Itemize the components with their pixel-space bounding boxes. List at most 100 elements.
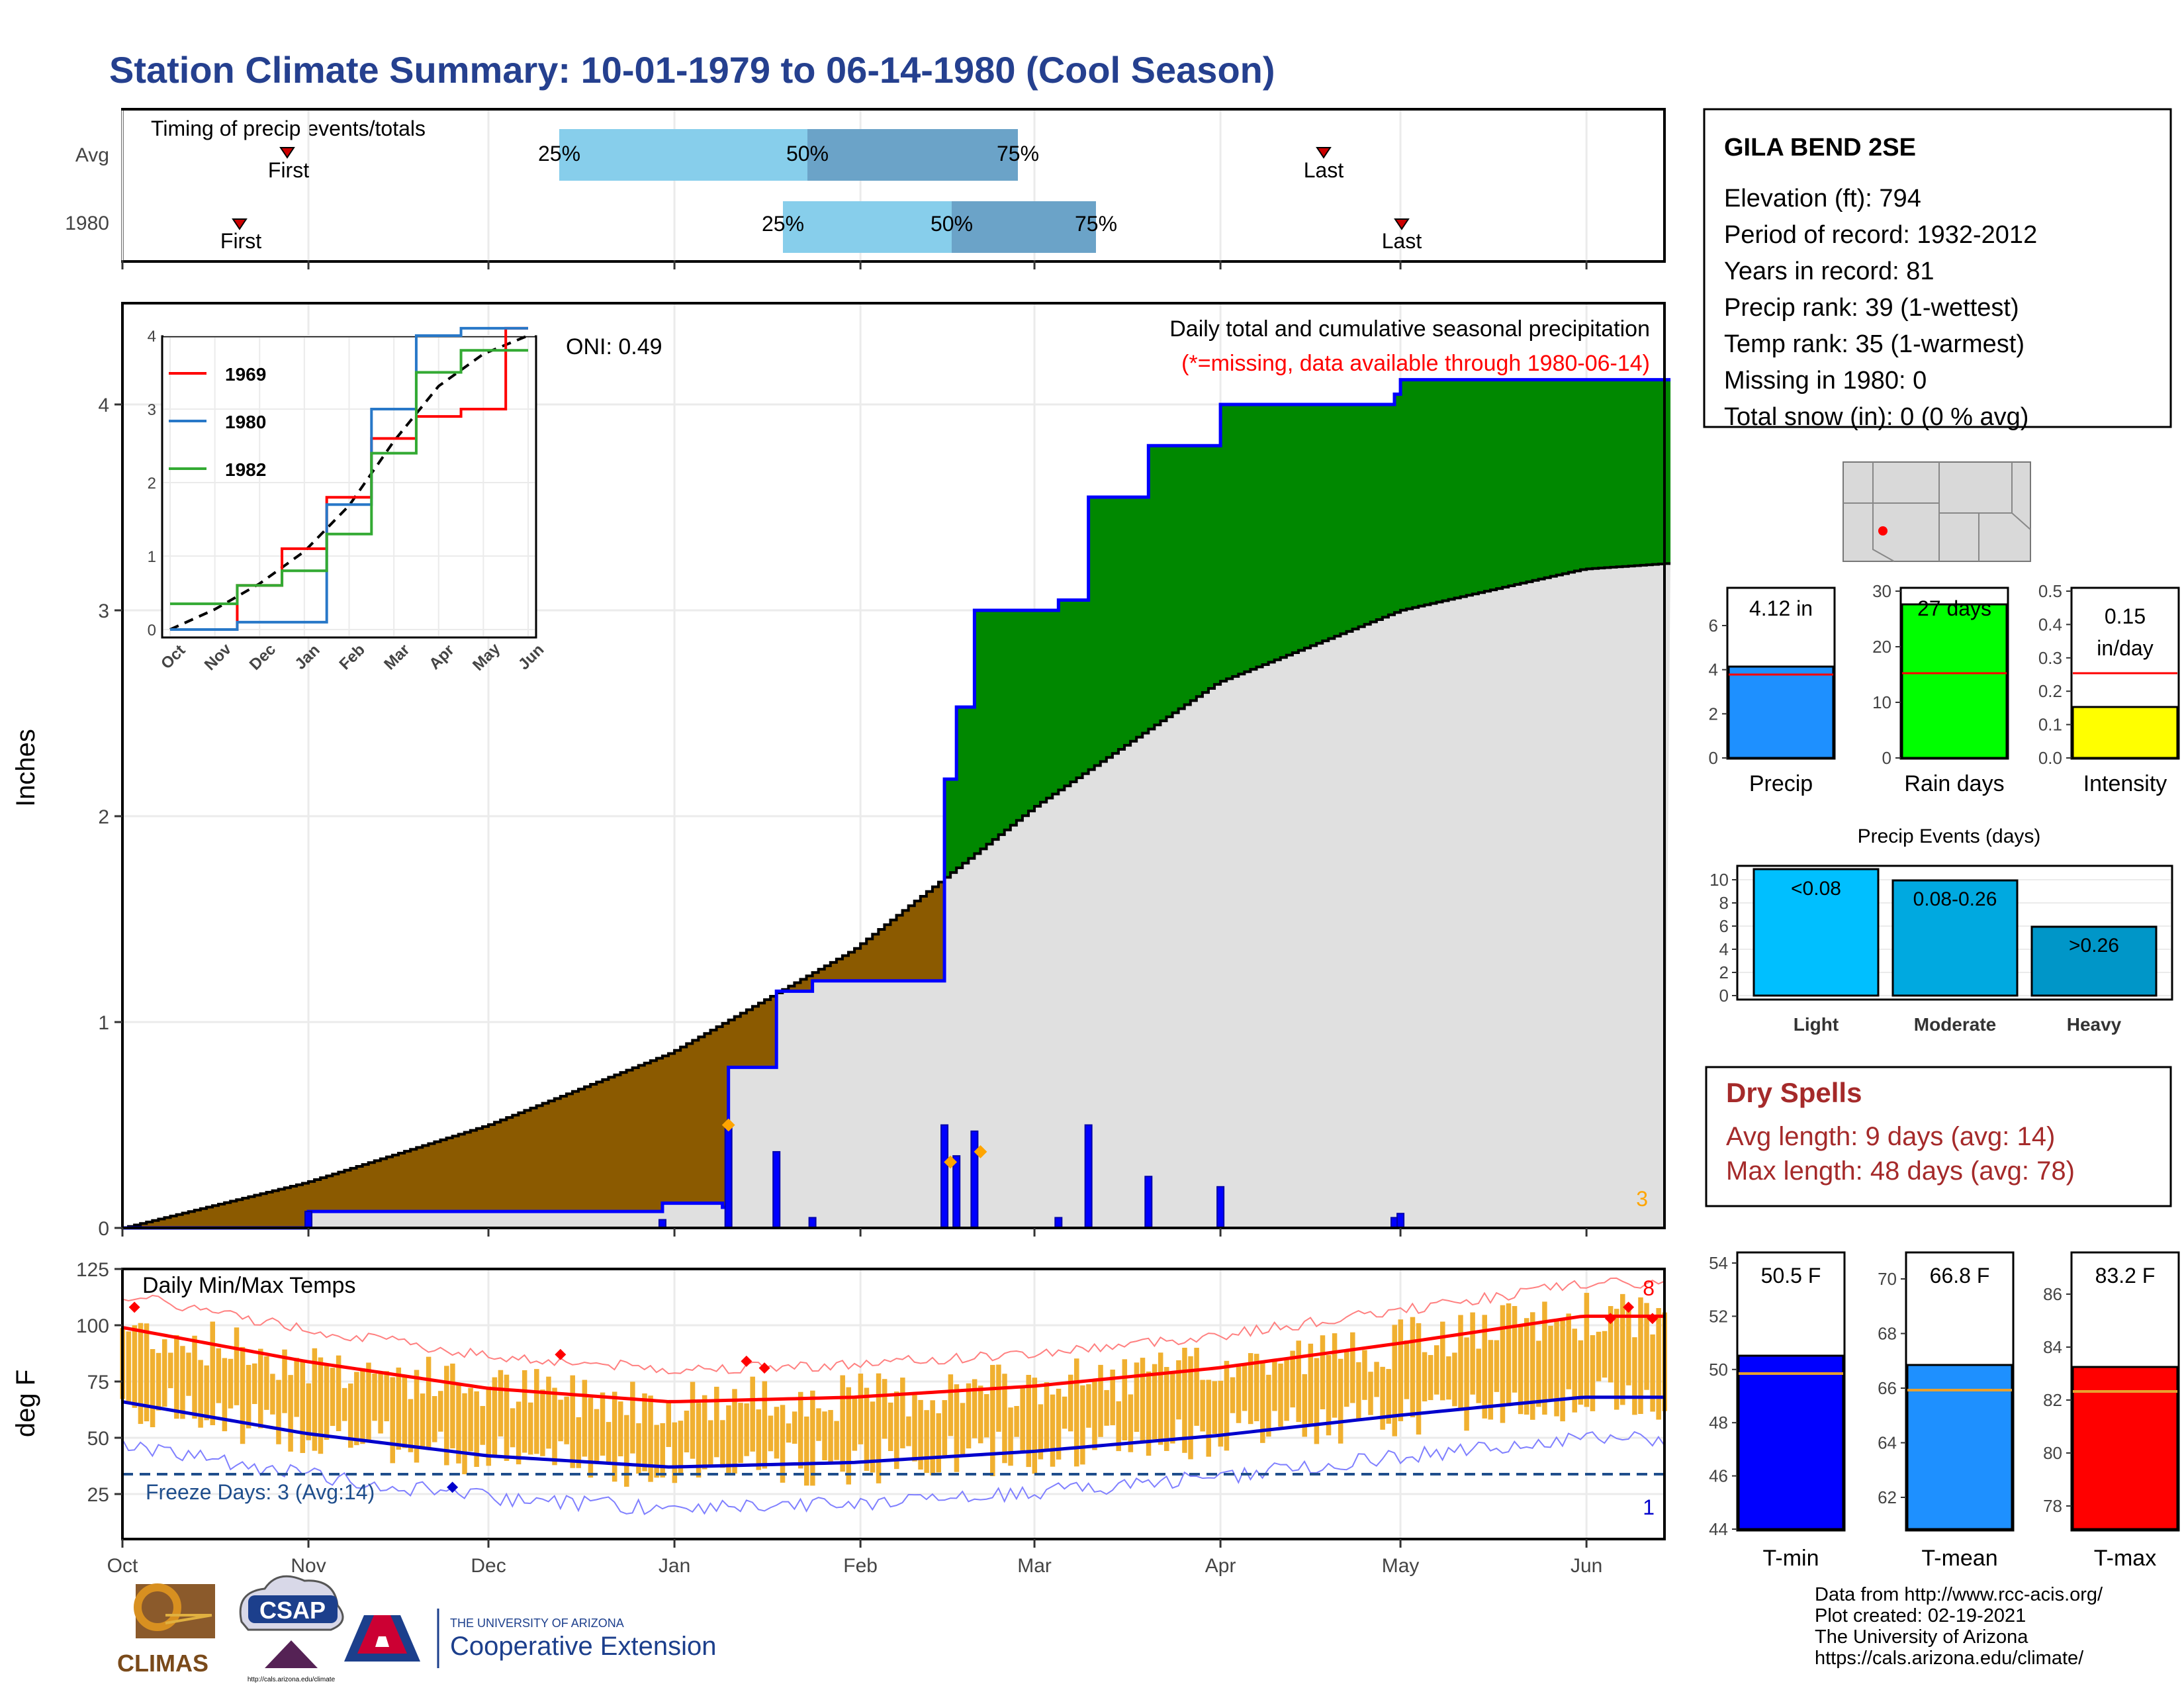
temp-range-bar: [1590, 1335, 1596, 1411]
temp-range-bar: [894, 1391, 899, 1470]
figure-title: Station Climate Summary: 10-01-1979 to 0…: [109, 49, 1275, 91]
precip-total-chart: 4.12 in Precip: [1726, 586, 1836, 796]
temp-range-bar: [1446, 1356, 1451, 1400]
temp-range-bar: [1158, 1352, 1163, 1445]
intensity-unit: in/day: [2097, 636, 2153, 660]
temp-range-bar: [144, 1323, 150, 1422]
temp-range-bar: [828, 1410, 833, 1464]
inset-gridlines: [163, 335, 535, 636]
temp-range-bar: [648, 1395, 653, 1482]
intensity-label: Intensity: [2083, 771, 2167, 796]
temp-range-bar: [1098, 1364, 1103, 1437]
temp-range-bar: [906, 1416, 911, 1446]
station-line-6: Missing in 1980: 0: [1724, 367, 1927, 395]
daily-precip-bar: [772, 1150, 781, 1229]
temp-range-bar: [504, 1374, 510, 1461]
temp-range-bar: [930, 1400, 935, 1476]
temp-range-bar: [918, 1399, 923, 1470]
temp-range-bar: [1302, 1374, 1308, 1437]
temp-range-bar: [1116, 1401, 1121, 1452]
temp-range-bar: [786, 1423, 792, 1443]
temp-range-bar: [654, 1425, 659, 1478]
temp-range-bar: [1452, 1352, 1457, 1407]
inset-line-1982: [170, 349, 528, 606]
temp-range-bar: [1656, 1308, 1661, 1420]
temp-range-bar: [822, 1411, 827, 1460]
tmin-bar: [1737, 1354, 1844, 1530]
precip-subtitle: Daily total and cumulative seasonal prec…: [1169, 316, 1650, 342]
record-high-marker: [1604, 1313, 1616, 1325]
temp-range-bar: [744, 1403, 749, 1456]
temp-range-bar: [1278, 1363, 1283, 1427]
temp-range-bar: [1182, 1348, 1187, 1453]
temp-range-bar: [780, 1405, 786, 1483]
rain-days-tick-label-3: 30: [1872, 581, 1891, 601]
temp-range-bar: [1296, 1340, 1301, 1423]
footer-line-2: Plot created: 02-19-2021: [1815, 1605, 2026, 1626]
tmean-tick-label-4: 70: [1878, 1269, 1897, 1289]
temp-range-bar: [1530, 1312, 1535, 1420]
temp-range-bar: [1632, 1337, 1637, 1415]
temp-range-bar: [810, 1390, 815, 1486]
tmean-tick-label-1: 64: [1878, 1433, 1897, 1453]
temp-range-bar: [516, 1401, 522, 1465]
freeze-days-label: Freeze Days: 3 (Avg:14): [146, 1480, 375, 1504]
tmean-value: 66.8 F: [1930, 1264, 1990, 1288]
intensity-tick-label-5: 0.5: [2038, 581, 2062, 601]
month-label-6: Apr: [1205, 1555, 1236, 1577]
temp-range-bar: [522, 1370, 527, 1453]
inset-legend-1982: 1982: [225, 459, 266, 480]
temp-range-bar: [1440, 1321, 1445, 1401]
oni-label: ONI: 0.49: [566, 334, 662, 359]
temp-range-bar: [1494, 1340, 1500, 1392]
month-label-2: Dec: [471, 1555, 506, 1577]
station-name: GILA BEND 2SE: [1724, 134, 1916, 162]
temp-range-bar: [1152, 1364, 1158, 1440]
temp-range-bar: [660, 1423, 665, 1478]
temp-range-bar: [198, 1360, 203, 1428]
temp-range-bar: [1068, 1374, 1073, 1432]
temp-range-bar: [414, 1370, 420, 1463]
temp-range-bar: [480, 1405, 485, 1445]
station-info-box: GILA BEND 2SE Elevation (ft): 794 Period…: [1703, 108, 2172, 431]
temp-range-bar: [1338, 1358, 1343, 1444]
events-cat-light: Light: [1794, 1014, 1839, 1035]
temp-range-bar: [498, 1370, 504, 1436]
temp-range-bar: [978, 1385, 983, 1444]
dry-spells-title: Dry Spells: [1726, 1077, 1862, 1108]
temp-panel-label: Daily Min/Max Temps: [142, 1273, 355, 1298]
temp-range-bar: [1650, 1334, 1655, 1412]
daily-precip-bar: [1054, 1217, 1063, 1229]
temp-range-bar: [797, 1391, 803, 1469]
inset-ytick-label-1: 1: [148, 548, 156, 566]
temp-ytick-label-2: 75: [87, 1372, 109, 1393]
tmin-tick-label-0: 44: [1709, 1519, 1728, 1539]
temp-range-bar: [294, 1358, 299, 1417]
temp-range-bar: [450, 1363, 455, 1449]
tmean-bar: [1906, 1364, 2013, 1530]
temp-range-bar: [366, 1362, 371, 1442]
temp-range-bar: [1200, 1380, 1205, 1432]
temp-range-bar: [1050, 1394, 1056, 1467]
timing-avg-q1-q2-bar: [559, 129, 807, 181]
temp-range-bar: [1314, 1358, 1320, 1444]
temp-range-bar: [996, 1364, 1001, 1432]
temp-range-bar: [960, 1403, 966, 1457]
events-tick-label-2: 4: [1719, 939, 1729, 959]
temp-range-bar: [1176, 1360, 1181, 1420]
dry-spells-avg: Avg length: 9 days (avg: 14): [1726, 1122, 2055, 1151]
temp-range-bar: [204, 1365, 209, 1421]
rain-days-label: Rain days: [1904, 771, 2004, 796]
daily-precip-bar: [1084, 1124, 1093, 1229]
tmax-bar: [2071, 1366, 2179, 1530]
precip-total-tick-label-0: 0: [1709, 748, 1718, 768]
temp-range-bar: [684, 1411, 690, 1453]
month-x-axis: Oct Nov Dec Jan Feb Mar Apr May Jun: [107, 1228, 1602, 1577]
temp-range-bar: [924, 1410, 929, 1474]
events-tick-label-3: 6: [1719, 916, 1729, 936]
timing-1980-last-marker: [1394, 218, 1410, 230]
precip-ytick-label-0: 0: [98, 1218, 109, 1240]
temp-range-bar: [726, 1405, 731, 1476]
precip-total-tick-label-1: 2: [1709, 704, 1718, 724]
